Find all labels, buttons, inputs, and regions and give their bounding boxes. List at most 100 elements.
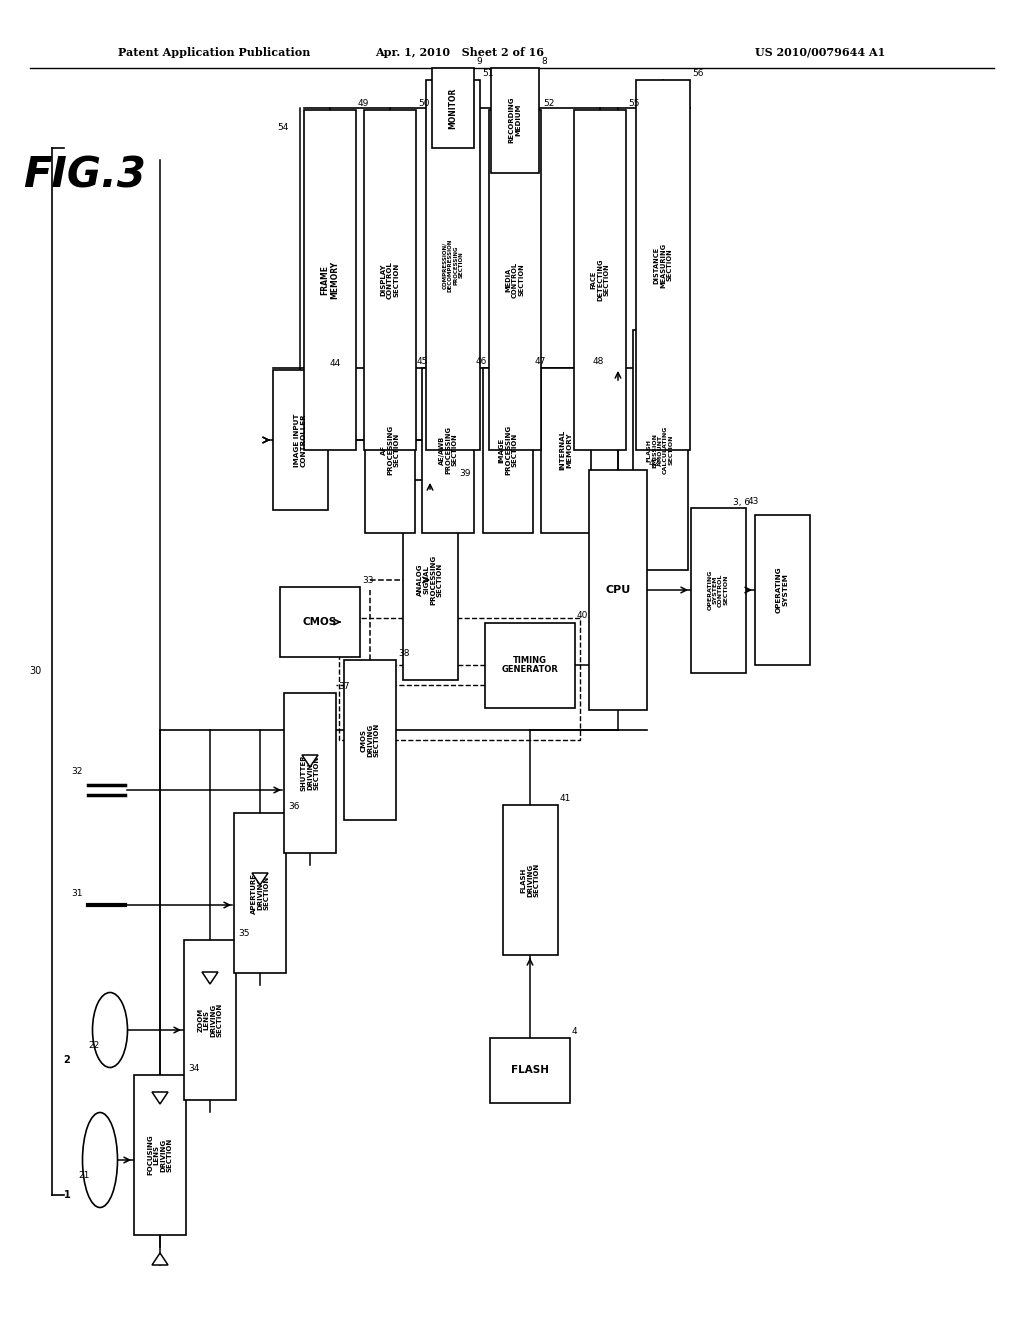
Text: FOCUSING
LENS
DRIVING
SECTION: FOCUSING LENS DRIVING SECTION — [147, 1135, 173, 1175]
Text: 38: 38 — [398, 649, 410, 657]
Text: CMOS: CMOS — [303, 616, 337, 627]
Text: 43: 43 — [748, 496, 759, 506]
Bar — [490, 67, 539, 173]
Text: 4: 4 — [572, 1027, 578, 1035]
Polygon shape — [152, 1253, 168, 1265]
Bar — [541, 367, 591, 532]
Text: 9: 9 — [476, 57, 481, 66]
Text: OPERATING
SYSTEM
CONTROL
SECTION: OPERATING SYSTEM CONTROL SECTION — [708, 570, 729, 610]
Bar — [574, 110, 626, 450]
Bar — [755, 515, 810, 665]
Bar — [633, 330, 687, 570]
Text: 56: 56 — [692, 69, 703, 78]
Text: 33: 33 — [362, 576, 374, 585]
Text: 21: 21 — [78, 1171, 89, 1180]
Text: 30: 30 — [30, 667, 42, 676]
Text: MONITOR: MONITOR — [449, 87, 458, 128]
Bar — [485, 623, 575, 708]
Bar — [364, 110, 416, 450]
Text: 1: 1 — [63, 1191, 71, 1200]
Bar — [483, 367, 534, 532]
Text: INTERNAL
MEMORY: INTERNAL MEMORY — [560, 430, 572, 470]
Polygon shape — [302, 755, 318, 767]
Text: COMPRESSION/
DECOMPRESSION
PROCESSING
SECTION: COMPRESSION/ DECOMPRESSION PROCESSING SE… — [442, 239, 464, 292]
Text: 2: 2 — [63, 1055, 71, 1065]
Text: 51: 51 — [482, 69, 494, 78]
Text: AE/AWB
PROCESSING
SECTION: AE/AWB PROCESSING SECTION — [438, 426, 458, 474]
Text: 45: 45 — [417, 356, 428, 366]
Text: DISPLAY
CONTROL
SECTION: DISPLAY CONTROL SECTION — [381, 261, 399, 298]
Text: 42: 42 — [649, 459, 660, 469]
Ellipse shape — [92, 993, 128, 1068]
Text: 49: 49 — [358, 99, 370, 108]
Text: FLASH
DRIVING
SECTION: FLASH DRIVING SECTION — [520, 863, 540, 898]
Bar — [503, 805, 557, 954]
Text: US 2010/0079644 A1: US 2010/0079644 A1 — [755, 46, 885, 58]
Text: 32: 32 — [72, 767, 83, 776]
Bar — [422, 367, 474, 532]
Text: 35: 35 — [238, 929, 250, 939]
Bar — [234, 813, 286, 973]
Text: Patent Application Publication: Patent Application Publication — [118, 46, 310, 58]
Polygon shape — [202, 972, 218, 983]
Text: SHUTTER
DRIVING
SECTION: SHUTTER DRIVING SECTION — [300, 755, 319, 791]
Bar — [589, 470, 647, 710]
Bar — [284, 693, 336, 853]
Bar — [304, 110, 356, 450]
Bar — [134, 1074, 186, 1236]
Bar — [490, 1038, 570, 1102]
Text: 52: 52 — [543, 99, 554, 108]
Text: AF
PROCESSING
SECTION: AF PROCESSING SECTION — [381, 425, 399, 475]
Text: 48: 48 — [593, 356, 604, 366]
Text: FLASH
EMISSION
AMOUNT
CALCULATING
SECTION: FLASH EMISSION AMOUNT CALCULATING SECTIO… — [647, 426, 674, 474]
Text: DISTANCE
MEASURING
SECTION: DISTANCE MEASURING SECTION — [653, 243, 673, 288]
Bar — [432, 69, 474, 148]
Text: 37: 37 — [338, 682, 349, 690]
Text: Apr. 1, 2010   Sheet 2 of 16: Apr. 1, 2010 Sheet 2 of 16 — [376, 46, 545, 58]
Text: 55: 55 — [628, 99, 640, 108]
Bar — [365, 367, 415, 532]
Polygon shape — [252, 873, 268, 884]
Bar — [636, 81, 690, 450]
Bar — [280, 587, 360, 657]
Text: IMAGE
PROCESSING
SECTION: IMAGE PROCESSING SECTION — [499, 425, 517, 475]
Text: 53: 53 — [607, 574, 618, 583]
Text: ANALOG
SIGNAL
PROCESSING
SECTION: ANALOG SIGNAL PROCESSING SECTION — [417, 554, 442, 605]
Text: APERTURE
DRIVING
SECTION: APERTURE DRIVING SECTION — [251, 873, 269, 913]
Text: 36: 36 — [288, 803, 299, 810]
Text: FACE
DETECTING
SECTION: FACE DETECTING SECTION — [591, 259, 609, 301]
Bar — [184, 940, 236, 1100]
Text: 3, 6: 3, 6 — [733, 498, 750, 507]
Text: ZOOM
LENS
DRIVING
SECTION: ZOOM LENS DRIVING SECTION — [198, 1003, 223, 1038]
Text: 44: 44 — [330, 359, 341, 368]
Text: 46: 46 — [476, 356, 487, 366]
Bar — [339, 618, 580, 741]
Text: FIG.3: FIG.3 — [24, 154, 146, 195]
Text: 31: 31 — [72, 888, 83, 898]
Bar — [272, 370, 328, 510]
Ellipse shape — [83, 1113, 118, 1208]
Text: MEDIA
CONTROL
SECTION: MEDIA CONTROL SECTION — [506, 261, 524, 298]
Text: 39: 39 — [460, 469, 471, 478]
Bar — [489, 110, 541, 450]
Text: CMOS
DRIVING
SECTION: CMOS DRIVING SECTION — [360, 723, 380, 758]
Text: 54: 54 — [278, 124, 289, 132]
Text: IMAGE INPUT
CONTROLLER: IMAGE INPUT CONTROLLER — [294, 413, 306, 467]
Bar — [426, 81, 480, 450]
Polygon shape — [152, 1092, 168, 1104]
Text: 41: 41 — [559, 795, 570, 803]
Text: 40: 40 — [577, 611, 589, 620]
Bar — [344, 660, 396, 820]
Bar — [690, 507, 745, 672]
Text: FLASH: FLASH — [511, 1065, 549, 1074]
Text: OPERATING
SYSTEM: OPERATING SYSTEM — [776, 566, 788, 614]
Text: 34: 34 — [188, 1064, 200, 1073]
Text: RECORDING
MEDIUM: RECORDING MEDIUM — [509, 96, 521, 144]
Text: 50: 50 — [418, 99, 429, 108]
Text: 8: 8 — [541, 57, 547, 66]
Text: 47: 47 — [535, 356, 547, 366]
Text: TIMING
GENERATOR: TIMING GENERATOR — [502, 656, 558, 675]
Bar — [402, 480, 458, 680]
Text: FRAME
MEMORY: FRAME MEMORY — [321, 261, 339, 300]
Text: 22: 22 — [88, 1040, 99, 1049]
